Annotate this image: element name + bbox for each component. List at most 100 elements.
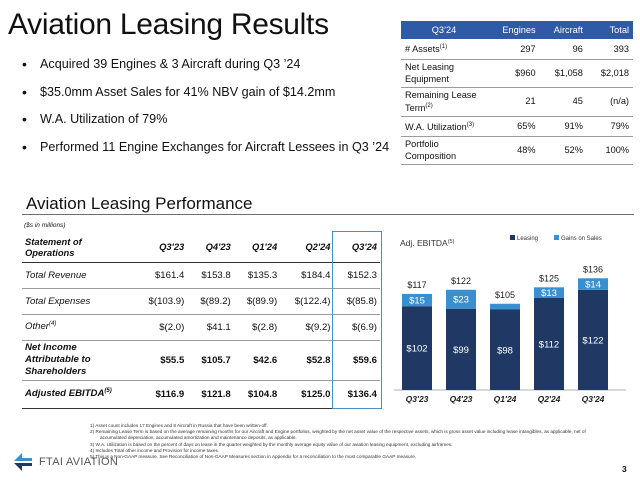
summary-row-label: Remaining Lease Term(2) — [401, 87, 487, 117]
ops-row-total-expenses: Total Expenses $(103.9) $(89.2) $(89.9) … — [22, 288, 380, 315]
bar-leasing — [402, 306, 432, 390]
adj-ebitda-chart: Adj. EBITDA(5) Leasing Gains on Sales $102 $… — [394, 235, 626, 404]
ops-header-period: Q3'23 — [134, 232, 188, 263]
bullet-item: W.A. Utilization of 79% — [22, 112, 392, 126]
bar-label-leasing: $102 — [406, 344, 427, 355]
ops-header-row: Statement of Operations Q3'23 Q4'23 Q1'2… — [22, 232, 380, 263]
ops-cell: $(6.9) — [333, 314, 380, 341]
ops-row-label: Total Revenue — [22, 262, 134, 289]
chart-title: Adj. EBITDA(5) — [400, 238, 455, 248]
ops-header-period: Q3'24 — [333, 232, 380, 263]
summary-cell: 65% — [487, 116, 540, 137]
x-tick-label: Q3'23 — [406, 394, 429, 404]
summary-header-period: Q3’24 — [401, 21, 487, 39]
ops-row-label: Other(4) — [22, 314, 134, 341]
page-title: Aviation Leasing Results — [8, 8, 329, 41]
bar-gains-on-sales — [578, 278, 608, 290]
ops-cell: $104.8 — [233, 379, 281, 409]
logo-text: FTAI AVIATION — [39, 456, 119, 468]
ops-header-period: Q4'23 — [187, 232, 234, 263]
summary-row: Net Leasing Equipment $960 $1,058 $2,018 — [401, 59, 633, 88]
ops-cell: $136.4 — [333, 379, 380, 409]
summary-row: Portfolio Composition 48% 52% 100% — [401, 136, 633, 165]
bar-label-leasing: $122 — [582, 335, 603, 346]
ops-cell: $(103.9) — [134, 288, 188, 315]
x-tick-label: Q2'24 — [538, 394, 561, 404]
ops-row-label: Total Expenses — [22, 288, 134, 315]
ops-row-other: Other(4) $(2.0) $41.1 $(2.8) $(9.2) $(6.… — [22, 314, 380, 341]
bar-total-label: $105 — [495, 290, 515, 300]
ops-row-adjusted-ebitda: Adjusted EBITDA(5) $116.9 $121.8 $104.8 … — [22, 379, 380, 409]
ops-cell: $(89.2) — [187, 288, 234, 315]
bar-total-label: $125 — [539, 273, 559, 283]
bar-leasing — [446, 308, 476, 390]
ops-row-total-revenue: Total Revenue $161.4 $153.8 $135.3 $184.… — [22, 262, 380, 289]
summary-cell: 297 — [487, 39, 540, 60]
ops-cell: $152.3 — [333, 262, 380, 289]
bar-gains-on-sales — [446, 289, 476, 309]
bar-label-gains: $15 — [409, 296, 425, 307]
section-divider — [22, 214, 634, 215]
summary-row-label: # Assets(1) — [401, 39, 487, 60]
section-title: Aviation Leasing Performance — [26, 194, 253, 213]
legend-swatch — [510, 235, 515, 240]
bar-label-gains: $14 — [585, 280, 601, 291]
x-tick-label: Q4'23 — [450, 394, 473, 404]
ops-header-period: Q2'24 — [280, 232, 334, 263]
ops-row-label: Net Income Attributable to Shareholders — [22, 340, 134, 381]
ops-cell: $55.5 — [134, 340, 188, 381]
ops-cell: $59.6 — [333, 340, 380, 381]
summary-row-label: Portfolio Composition — [401, 136, 487, 165]
ops-cell: $161.4 — [134, 262, 188, 289]
footnotes: 1) Asset count includes 17 Engines and 8… — [90, 423, 610, 460]
summary-cell: 96 — [539, 39, 587, 60]
bullet-item: Performed 11 Engine Exchanges for Aircra… — [22, 140, 392, 154]
ops-row-label: Adjusted EBITDA(5) — [22, 379, 134, 409]
footnote: 3) W.A. Utilization is based on the perc… — [90, 441, 453, 447]
summary-header-total: Total — [586, 21, 633, 39]
company-logo: FTAI AVIATION — [12, 449, 122, 473]
summary-row: Remaining Lease Term(2) 21 45 (n/a) — [401, 87, 633, 117]
bar-gains-on-sales — [534, 287, 564, 298]
bar-label-gains: $13 — [541, 288, 557, 299]
highlights-list: Acquired 39 Engines & 3 Aircraft during … — [22, 57, 392, 167]
footnote: 4) Includes Total other income and Provi… — [90, 447, 220, 453]
summary-cell: 100% — [586, 136, 633, 165]
logo-mark-icon — [14, 453, 32, 471]
portfolio-summary-table: Q3’24 Engines Aircraft Total # Assets(1)… — [401, 21, 633, 165]
bar-total-label: $117 — [407, 280, 426, 290]
ops-cell: $42.6 — [233, 340, 281, 381]
summary-cell: 52% — [539, 136, 587, 165]
summary-row-label: Net Leasing Equipment — [401, 59, 487, 88]
ops-cell: $105.7 — [187, 340, 234, 381]
footnote: 2) Remaining Lease Term is based on the … — [90, 429, 586, 441]
summary-header-engines: Engines — [487, 21, 540, 39]
ops-cell: $(122.4) — [280, 288, 334, 315]
summary-cell: 79% — [586, 116, 633, 137]
ops-cell: $41.1 — [187, 314, 234, 341]
summary-cell: 21 — [487, 87, 540, 117]
bar-total-label: $122 — [451, 276, 471, 286]
legend-label: Gains on Sales — [561, 236, 602, 242]
summary-cell: $1,058 — [539, 59, 587, 88]
summary-cell: (n/a) — [586, 87, 633, 117]
units-note: ($s in millions) — [24, 222, 66, 229]
ops-header-label: Statement of Operations — [22, 232, 134, 263]
bar-label-leasing: $99 — [453, 345, 469, 356]
ops-cell: $(89.9) — [233, 288, 281, 315]
legend-label: Leasing — [517, 236, 538, 242]
summary-row: # Assets(1) 297 96 393 — [401, 39, 633, 60]
ops-cell: $121.8 — [187, 379, 234, 409]
bar-leasing — [490, 309, 520, 390]
chart-title-sup: (5) — [448, 239, 455, 245]
bar-label-leasing: $112 — [539, 340, 559, 351]
footnote: 5) This is a Non-GAAP measure. See Recon… — [90, 454, 417, 460]
ops-row-net-income: Net Income Attributable to Shareholders … — [22, 340, 380, 381]
footnote: 1) Asset count includes 17 Engines and 8… — [90, 423, 268, 428]
ops-cell: $(2.0) — [134, 314, 188, 341]
ops-header-period: Q1'24 — [233, 232, 281, 263]
bar-label-gains: $23 — [453, 295, 469, 306]
ops-cell: $116.9 — [134, 379, 188, 409]
ops-cell: $125.0 — [280, 379, 334, 409]
bullet-item: Acquired 39 Engines & 3 Aircraft during … — [22, 57, 392, 71]
